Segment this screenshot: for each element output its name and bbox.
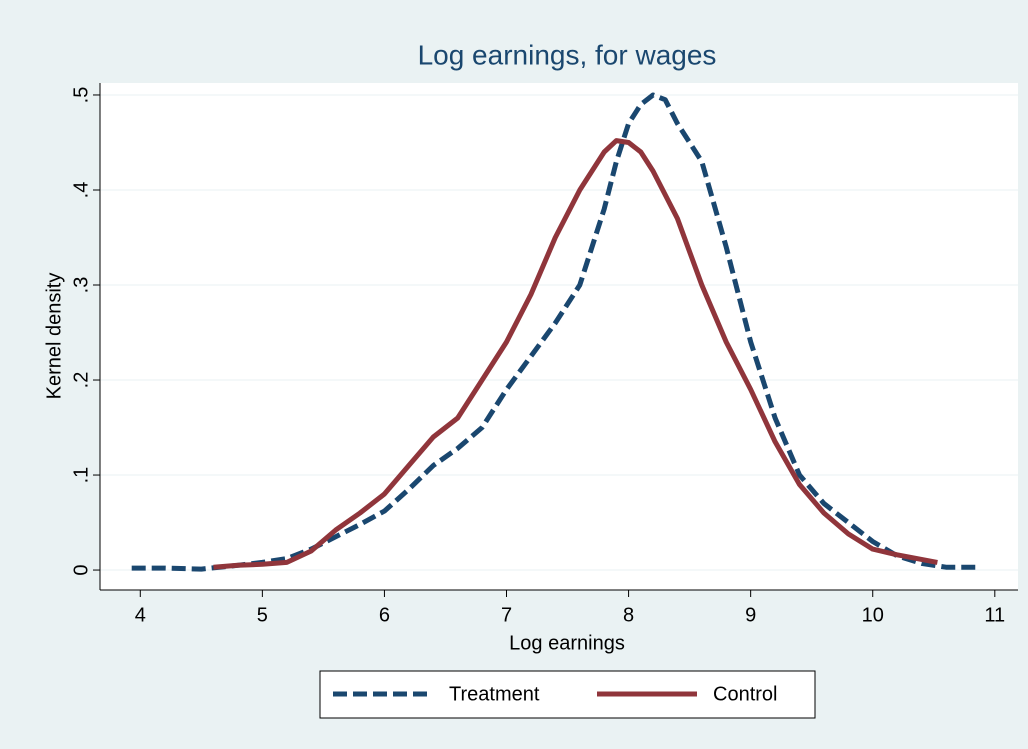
legend-label: Control xyxy=(713,683,777,705)
x-tick-label: 4 xyxy=(135,604,146,626)
x-tick-label: 6 xyxy=(379,604,390,626)
x-tick-label: 7 xyxy=(501,604,512,626)
y-tick-label: .3 xyxy=(70,277,92,294)
x-tick-label: 9 xyxy=(745,604,756,626)
y-tick-label: .5 xyxy=(70,87,92,104)
y-tick-label: 0 xyxy=(70,564,92,575)
y-axis-label: Kernel density xyxy=(43,273,65,400)
plot-area xyxy=(100,83,1018,590)
series-line xyxy=(213,138,938,570)
x-tick-label: 10 xyxy=(862,604,884,626)
x-tick-label: 5 xyxy=(257,604,268,626)
y-tick-label: .2 xyxy=(70,372,92,389)
legend-label: Treatment xyxy=(449,683,540,705)
y-tick-label: .4 xyxy=(70,182,92,199)
x-tick-label: 8 xyxy=(623,604,634,626)
x-tick-label: 11 xyxy=(984,604,1005,626)
chart-title: Log earnings, for wages xyxy=(418,39,717,70)
y-tick-label: .1 xyxy=(70,467,92,484)
x-axis-label: Log earnings xyxy=(509,632,625,654)
